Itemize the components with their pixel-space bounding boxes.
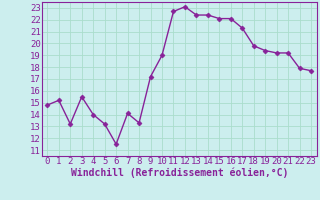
X-axis label: Windchill (Refroidissement éolien,°C): Windchill (Refroidissement éolien,°C): [70, 167, 288, 178]
